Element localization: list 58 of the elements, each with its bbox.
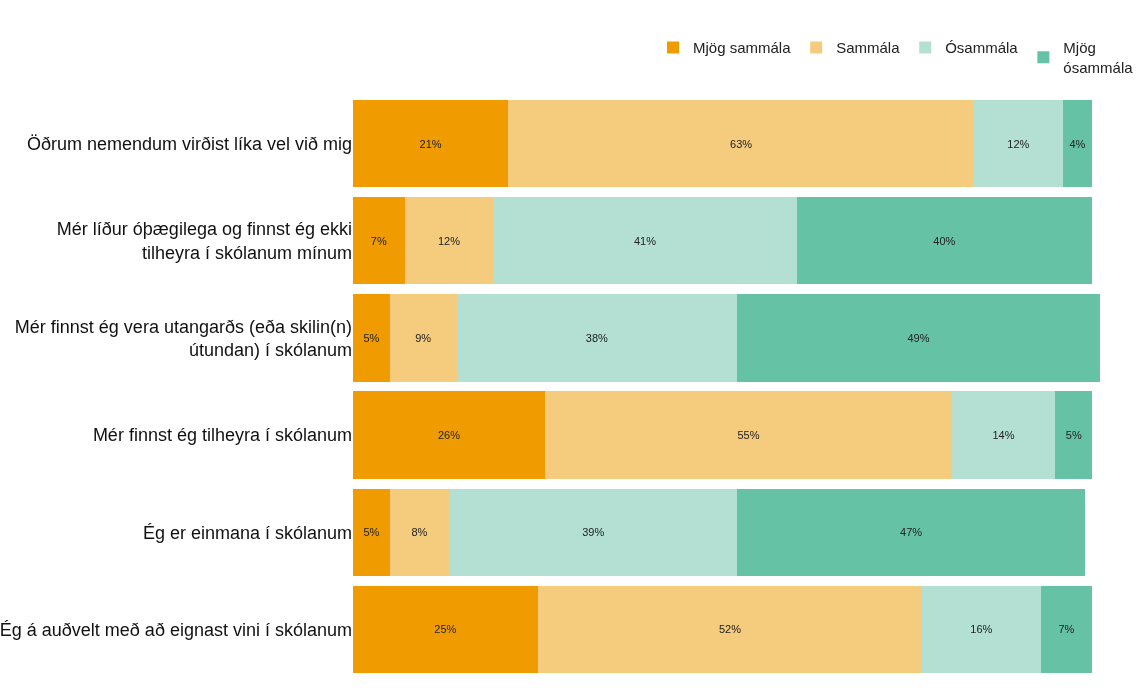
data-label: 41% bbox=[633, 234, 657, 247]
data-label: 16% bbox=[970, 623, 993, 636]
data-label: 12% bbox=[437, 234, 461, 247]
data-label: 14% bbox=[992, 429, 1015, 442]
data-label: 12% bbox=[1007, 137, 1030, 150]
data-label: 47% bbox=[900, 526, 923, 539]
bar bbox=[508, 99, 975, 188]
bar bbox=[353, 391, 546, 479]
bar bbox=[922, 585, 1041, 674]
data-label: 21% bbox=[419, 137, 442, 150]
y-tick-label: Mér líður óþægilega og finnst ég ekki tilheyra í skólanum mínum bbox=[56, 219, 352, 263]
bar bbox=[1040, 585, 1093, 674]
bar bbox=[353, 294, 390, 382]
bar bbox=[974, 99, 1063, 188]
legend-label: Mjög ósammála bbox=[1063, 39, 1134, 76]
legend-label: Sammála bbox=[836, 39, 901, 57]
data-label: 9% bbox=[415, 331, 432, 344]
data-label: 49% bbox=[907, 331, 930, 344]
bar bbox=[737, 294, 1100, 382]
bar bbox=[449, 488, 738, 576]
data-label: 40% bbox=[933, 234, 956, 247]
bar bbox=[353, 99, 509, 188]
data-label: 7% bbox=[370, 234, 387, 247]
data-label: 8% bbox=[411, 526, 428, 539]
bar bbox=[493, 197, 797, 285]
data-label: 26% bbox=[437, 429, 461, 442]
bar bbox=[737, 488, 1085, 576]
data-label: 7% bbox=[1058, 623, 1075, 636]
data-label: 55% bbox=[737, 429, 760, 442]
y-tick-label: Öðrum nemendum virðist líka vel við mig bbox=[26, 133, 352, 154]
bar bbox=[545, 391, 952, 479]
data-label: 5% bbox=[1065, 429, 1082, 442]
data-label: 52% bbox=[718, 623, 742, 636]
bar bbox=[951, 391, 1056, 479]
y-tick-label: Ég á auðvelt með að eignast vini í skólanum bbox=[0, 619, 352, 640]
y-tick-label: Mér finnst ég tilheyra í skólanum bbox=[92, 425, 352, 446]
bar bbox=[353, 585, 538, 674]
data-label: 4% bbox=[1069, 137, 1086, 150]
legend-label: Ósammála bbox=[945, 39, 1019, 57]
bar bbox=[353, 197, 405, 285]
data-label: 63% bbox=[730, 137, 753, 150]
data-label: 38% bbox=[585, 331, 609, 344]
bar bbox=[1055, 391, 1093, 479]
data-label: 25% bbox=[434, 623, 457, 636]
y-tick-label: Mér finnst ég vera utangarðs (eða skilin(n) útundan) í skólanum bbox=[14, 316, 352, 360]
data-label: 5% bbox=[363, 331, 380, 344]
legend-label: Mjög sammála bbox=[693, 39, 792, 57]
bar bbox=[389, 488, 450, 576]
bar bbox=[796, 197, 1093, 285]
bar bbox=[389, 294, 457, 382]
bar bbox=[404, 197, 494, 285]
bar bbox=[456, 294, 738, 382]
data-label: 5% bbox=[363, 526, 380, 539]
y-tick-label: Ég er einmana í skólanum bbox=[142, 522, 352, 543]
bar bbox=[537, 585, 923, 674]
bar bbox=[1062, 99, 1093, 188]
bar bbox=[353, 488, 390, 576]
data-label: 39% bbox=[582, 526, 605, 539]
